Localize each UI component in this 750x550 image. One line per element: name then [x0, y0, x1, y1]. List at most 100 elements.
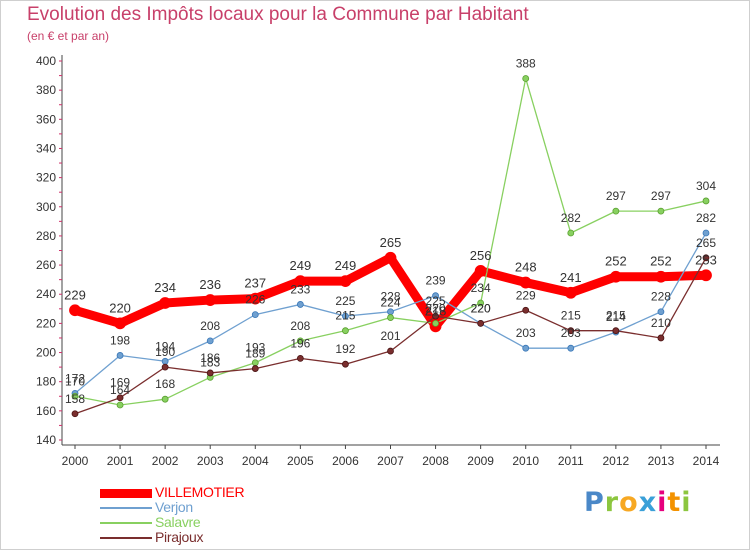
- y-tick-label: 300: [36, 200, 56, 214]
- data-label-salavre: 183: [200, 355, 220, 369]
- data-point-salavre: [702, 197, 710, 205]
- y-tick-label: 400: [36, 54, 56, 68]
- data-point-pirajoux: [161, 363, 169, 371]
- logo-letter: o: [619, 487, 639, 518]
- data-label-villemotier: 253: [695, 252, 717, 267]
- data-label-pirajoux: 215: [606, 309, 626, 323]
- data-label-salavre: 168: [155, 377, 175, 391]
- data-point-verjon: [432, 292, 439, 300]
- data-point-verjon: [387, 308, 394, 316]
- data-point-verjon: [522, 344, 530, 352]
- data-point-villemotier: [474, 265, 487, 277]
- data-label-villemotier: 249: [335, 258, 357, 273]
- data-label-pirajoux: 215: [561, 309, 581, 323]
- data-point-verjon: [296, 301, 304, 308]
- x-tick-label: 2012: [603, 454, 630, 468]
- data-label-verjon: 225: [335, 294, 355, 308]
- data-point-salavre: [477, 299, 485, 307]
- y-tick-label: 220: [36, 316, 56, 330]
- data-point-villemotier: [114, 317, 126, 330]
- data-label-pirajoux: 265: [696, 236, 716, 250]
- x-tick-label: 2013: [648, 454, 675, 468]
- data-point-pirajoux: [206, 369, 214, 377]
- x-tick-label: 2008: [422, 454, 449, 468]
- y-tick-label: 360: [36, 112, 56, 126]
- data-point-pirajoux: [342, 360, 349, 368]
- y-tick-label: 140: [36, 433, 56, 447]
- data-point-pirajoux: [296, 354, 304, 362]
- legend-swatch: [100, 489, 152, 498]
- data-point-salavre: [567, 229, 575, 237]
- data-point-verjon: [161, 357, 169, 365]
- logo-letter: i: [657, 487, 668, 518]
- data-label-pirajoux: 190: [155, 345, 175, 359]
- data-label-pirajoux: 201: [380, 329, 400, 343]
- line-chart: 140 160 180 200 220 240 260 280 300 320 340 360 380 4…: [36, 54, 720, 468]
- data-label-villemotier: 218: [425, 303, 447, 318]
- data-point-salavre: [71, 392, 79, 400]
- legend-swatch: [100, 537, 152, 539]
- data-label-villemotier: 252: [650, 254, 672, 269]
- data-label-salavre: 164: [110, 383, 130, 397]
- data-point-pirajoux: [71, 410, 79, 418]
- data-label-salavre: 234: [471, 281, 491, 295]
- data-label-verjon: 203: [516, 326, 536, 340]
- data-point-verjon: [567, 344, 575, 352]
- x-tick-label: 2007: [377, 454, 404, 468]
- x-tick-label: 2005: [287, 454, 314, 468]
- y-tick-label: 340: [36, 141, 56, 155]
- data-point-pirajoux: [522, 306, 530, 314]
- data-label-pirajoux: 189: [245, 347, 265, 361]
- logo-letter: P: [584, 487, 605, 518]
- data-point-verjon: [206, 337, 214, 345]
- data-label-salavre: 193: [245, 341, 265, 355]
- x-tick-label: 2002: [152, 454, 179, 468]
- x-tick-label: 2003: [197, 454, 224, 468]
- data-label-villemotier: 256: [470, 248, 492, 263]
- data-label-pirajoux: 196: [290, 336, 310, 350]
- data-point-pirajoux: [477, 319, 485, 327]
- x-tick-label: 2006: [332, 454, 359, 468]
- data-label-verjon: 198: [110, 333, 130, 347]
- y-tick-label: 200: [36, 346, 56, 360]
- x-tick-label: 2010: [512, 454, 539, 468]
- x-tick-label: 2004: [242, 454, 269, 468]
- legend-label: Pirajoux: [155, 529, 204, 545]
- data-label-pirajoux: 210: [651, 316, 671, 330]
- y-tick-label: 240: [36, 287, 56, 301]
- x-tick-label: 2001: [107, 454, 134, 468]
- data-point-salavre: [161, 395, 169, 403]
- data-point-salavre: [116, 401, 124, 409]
- data-label-pirajoux: 158: [65, 392, 85, 406]
- data-point-pirajoux: [387, 347, 394, 355]
- logo-letter: t: [667, 487, 682, 518]
- data-label-verjon: 172: [65, 371, 85, 385]
- data-point-salavre: [387, 314, 394, 321]
- data-label-verjon: 233: [290, 282, 310, 296]
- x-tick-label: 2011: [558, 454, 584, 468]
- legend-label: Verjon: [155, 499, 193, 515]
- proxiti-logo: Proxiti: [584, 487, 692, 518]
- x-tick-label: 2009: [467, 454, 494, 468]
- data-label-verjon: 282: [696, 211, 716, 225]
- data-point-pirajoux: [612, 327, 620, 335]
- data-point-villemotier: [159, 297, 172, 309]
- data-point-verjon: [116, 352, 124, 359]
- logo-letter: i: [681, 487, 692, 518]
- x-tick-label: 2014: [693, 454, 720, 468]
- data-label-salavre: 304: [696, 179, 716, 193]
- data-point-salavre: [657, 207, 665, 215]
- data-point-pirajoux: [116, 394, 124, 402]
- data-label-verjon: 228: [380, 290, 400, 304]
- data-label-salavre: 297: [606, 189, 626, 203]
- data-point-pirajoux: [657, 334, 665, 342]
- data-label-pirajoux: 186: [200, 351, 220, 365]
- data-point-villemotier: [564, 286, 577, 299]
- data-label-villemotier: 220: [109, 300, 131, 315]
- data-point-salavre: [612, 207, 620, 215]
- chart-title: Evolution des Impôts locaux pour la Comm…: [27, 4, 529, 25]
- data-label-salavre: 282: [561, 211, 581, 225]
- data-label-villemotier: 252: [605, 254, 627, 269]
- data-label-pirajoux: 192: [335, 342, 355, 356]
- data-point-salavre: [251, 359, 259, 367]
